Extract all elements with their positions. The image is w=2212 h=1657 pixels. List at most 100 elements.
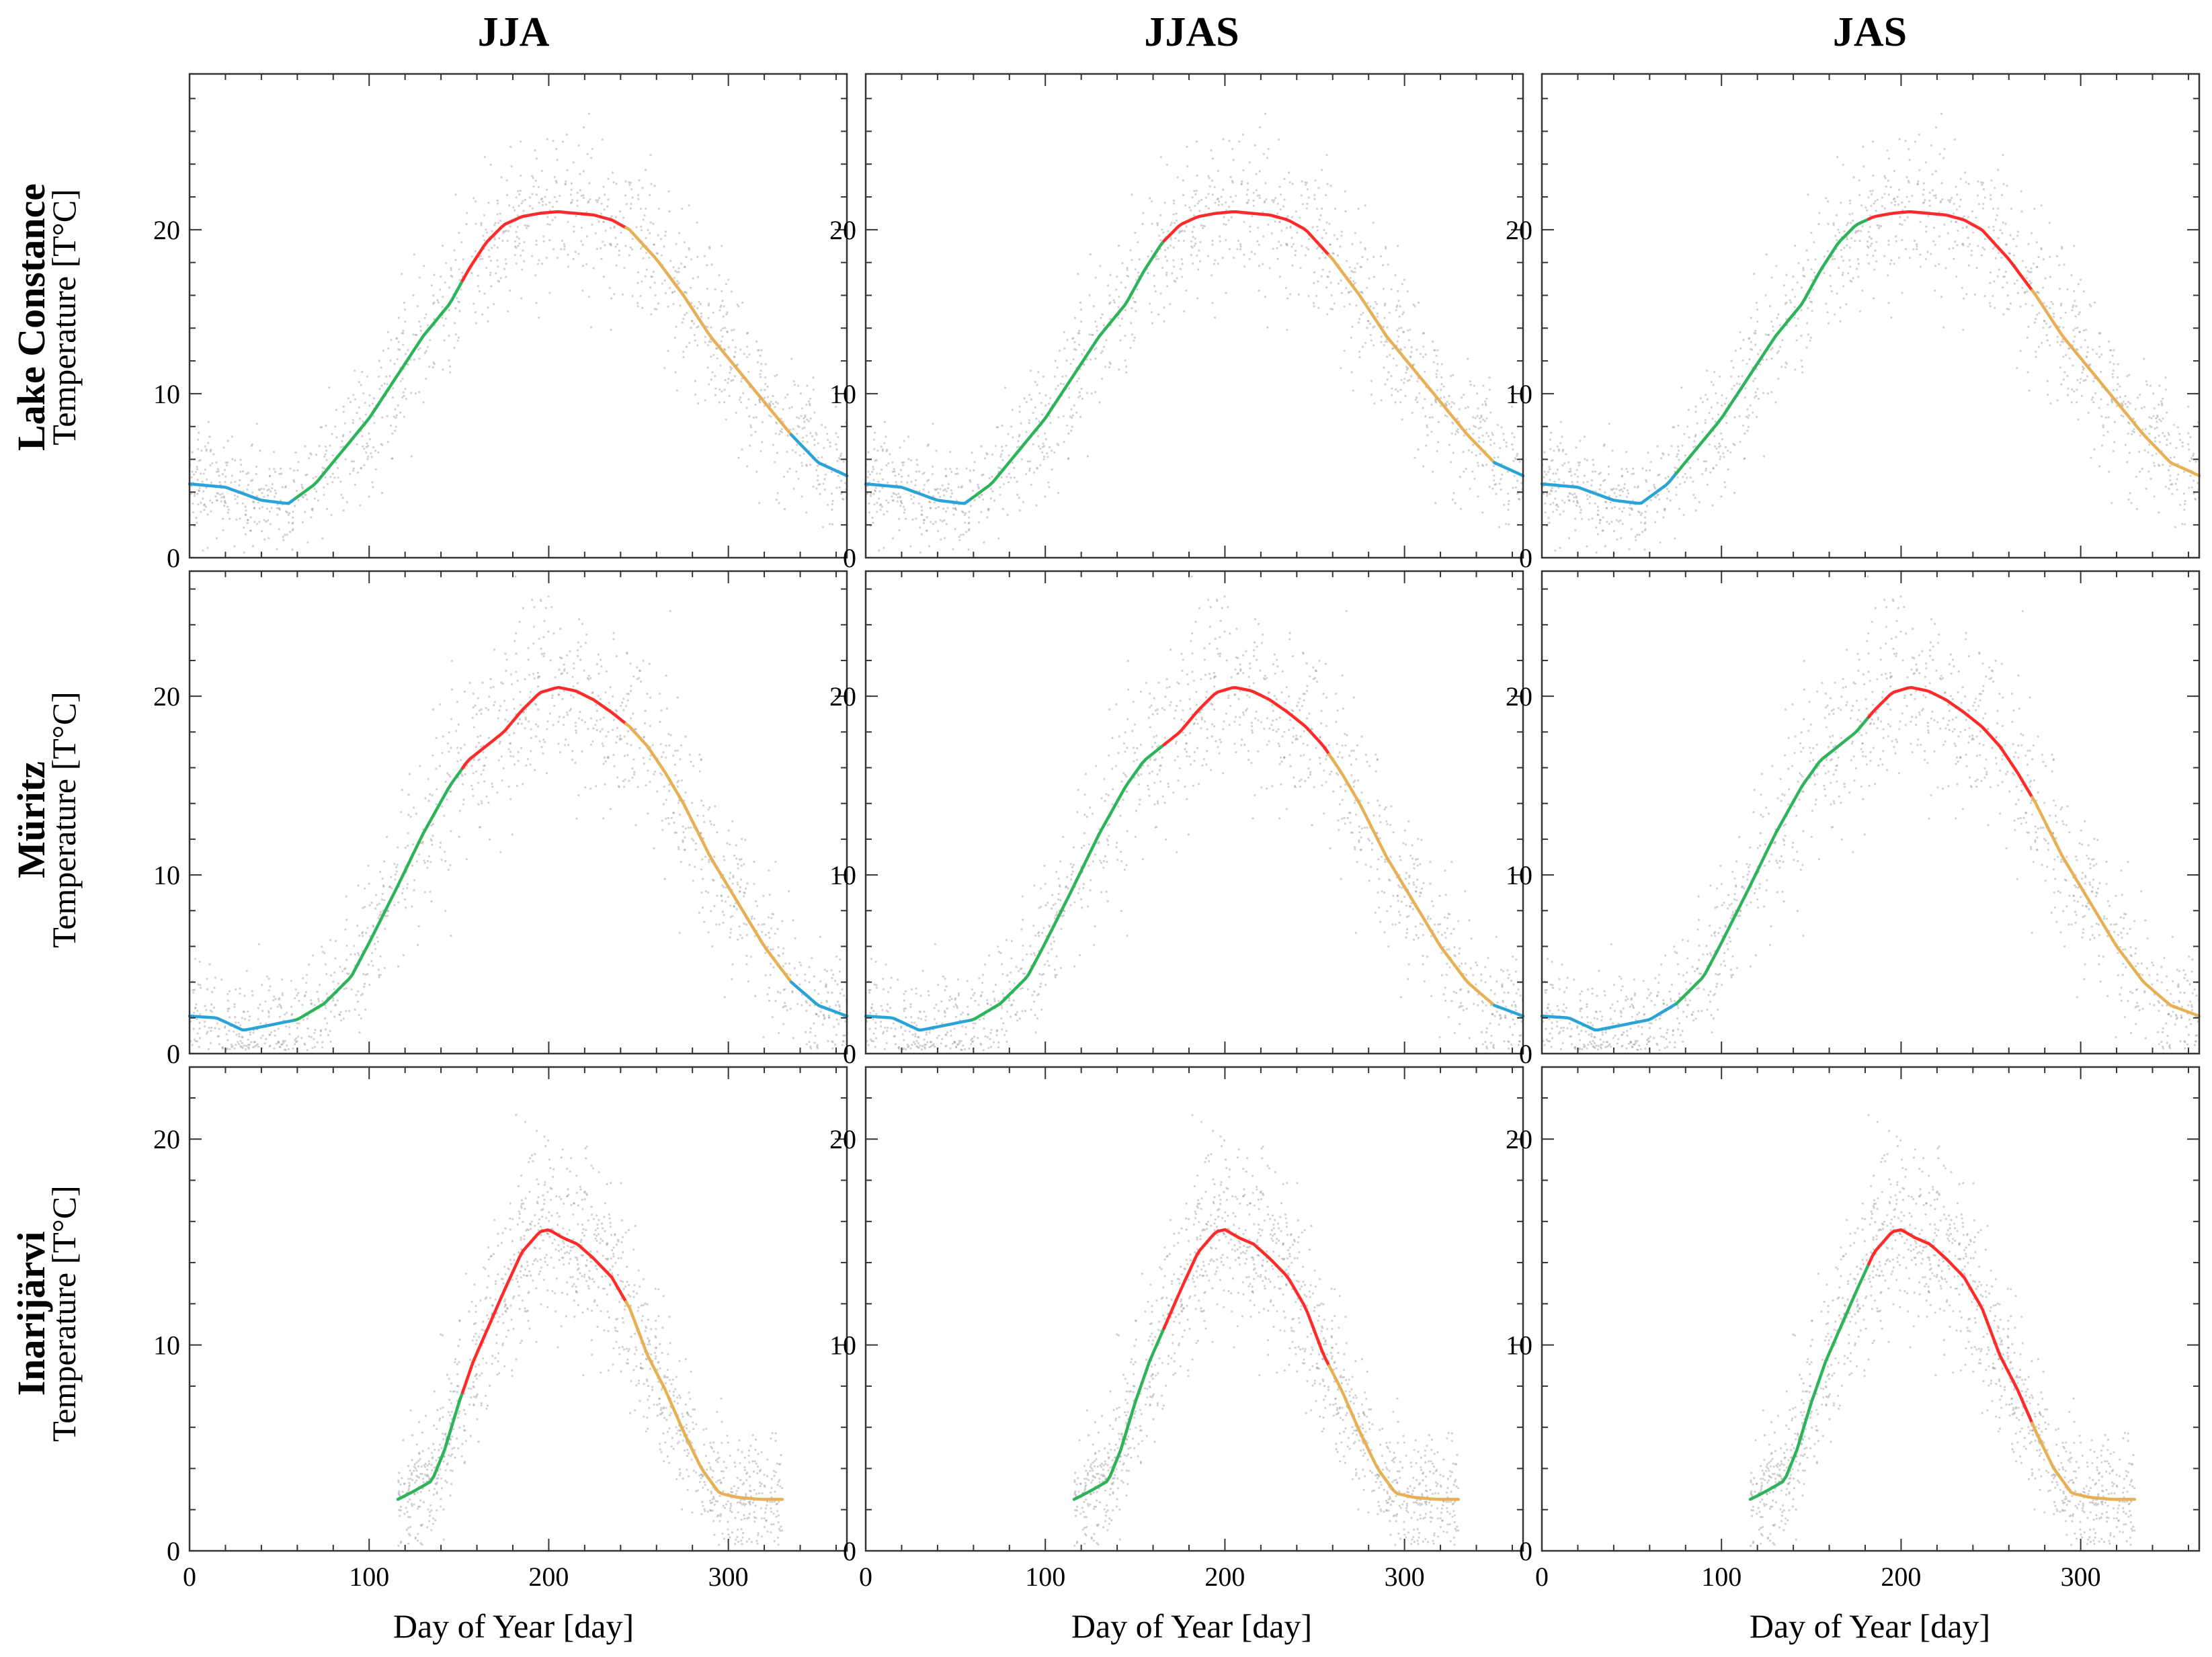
scatter-point (1543, 470, 1546, 473)
scatter-point (1696, 458, 1699, 461)
scatter-point (345, 501, 349, 503)
scatter-point (323, 455, 326, 458)
scatter-point (301, 1004, 304, 1007)
scatter-point (1796, 281, 1799, 284)
scatter-point (684, 265, 686, 268)
scatter-point (921, 513, 924, 516)
scatter-point (371, 951, 374, 954)
scatter-point (1839, 306, 1842, 309)
scatter-point (712, 311, 714, 314)
scatter-point (1785, 318, 1788, 321)
scatter-point (1321, 237, 1323, 239)
scatter-point (580, 240, 583, 243)
scatter-point (1892, 198, 1895, 201)
scatter-point (1620, 537, 1623, 540)
scatter-point (1391, 347, 1394, 350)
scatter-point (1207, 175, 1210, 177)
scatter-point (764, 396, 766, 399)
scatter-point (390, 876, 393, 878)
scatter-point (1887, 274, 1889, 277)
scatter-point (222, 495, 225, 498)
scatter-point (1354, 282, 1356, 284)
scatter-point (1568, 492, 1571, 495)
scatter-point (841, 1044, 844, 1046)
scatter-point (1955, 220, 1957, 223)
scatter-point (920, 505, 923, 508)
scatter-point (1800, 335, 1803, 337)
scatter-point (1373, 325, 1376, 328)
scatter-point (2009, 302, 2012, 305)
scatter-point (577, 144, 580, 146)
scatter-point (1925, 225, 1928, 228)
scatter-point (418, 390, 421, 394)
scatter-point (2076, 327, 2079, 329)
scatter-point (778, 955, 780, 958)
scatter-point (330, 974, 333, 977)
scatter-point (1194, 237, 1196, 240)
scatter-point (1126, 274, 1129, 278)
scatter-point (783, 507, 786, 511)
scatter-point (1223, 222, 1225, 226)
scatter-point (358, 954, 360, 957)
scatter-point (1446, 400, 1448, 403)
scatter-point (1033, 471, 1036, 474)
scatter-point (752, 416, 755, 419)
scatter-point (1442, 385, 1445, 388)
scatter-point (2156, 416, 2159, 419)
scatter-point (2109, 349, 2112, 351)
scatter-point (2149, 478, 2152, 480)
scatter-point (392, 387, 395, 390)
scatter-point (1813, 271, 1816, 274)
scatter-point (1621, 523, 1624, 525)
scatter-point (1384, 302, 1387, 305)
scatter-point (379, 955, 382, 958)
curve-segment-winter (864, 482, 973, 505)
scatter-point (928, 491, 930, 494)
scatter-point (1992, 247, 1994, 250)
scatter-point (354, 953, 356, 955)
scatter-point (1897, 257, 1900, 259)
scatter-point (534, 274, 537, 277)
scatter-point (1258, 243, 1260, 247)
scatter-point (746, 465, 749, 468)
scatter-point (253, 1045, 256, 1048)
scatter-point (837, 474, 839, 477)
scatter-point (591, 148, 593, 151)
scatter-point (1555, 504, 1558, 507)
scatter-point (1662, 516, 1665, 519)
scatter-point (1965, 293, 1968, 296)
scatter-point (1374, 300, 1377, 303)
scatter-point (831, 503, 833, 505)
scatter-point (1725, 415, 1727, 417)
scatter-point (2052, 312, 2055, 315)
scatter-point (696, 275, 700, 278)
scatter-point (770, 400, 772, 403)
scatter-point (1807, 259, 1809, 261)
scatter-point (480, 224, 483, 226)
scatter-point (1735, 382, 1738, 385)
scatter-point (233, 1047, 236, 1050)
scatter-point (1949, 201, 1951, 204)
scatter-point (2041, 341, 2043, 344)
scatter-point (2167, 431, 2170, 434)
scatter-point (546, 222, 549, 226)
scatter-point (721, 910, 725, 913)
scatter-point (1399, 401, 1402, 404)
scatter-point (265, 1022, 268, 1025)
scatter-point (291, 548, 294, 551)
scatter-point (1777, 350, 1780, 353)
scatter-point (2043, 258, 2045, 261)
scatter-point (757, 349, 760, 351)
scatter-point (817, 992, 820, 995)
scatter-point (676, 781, 679, 783)
scatter-point (1981, 183, 1983, 186)
scatter-point (1871, 193, 1873, 196)
scatter-point (1209, 185, 1211, 188)
scatter-point (1496, 423, 1499, 426)
scatter-point (1495, 483, 1498, 486)
scatter-point (1016, 480, 1018, 483)
scatter-point (505, 179, 508, 182)
scatter-point (944, 475, 947, 478)
scatter-point (579, 173, 581, 175)
scatter-point (1705, 394, 1707, 396)
